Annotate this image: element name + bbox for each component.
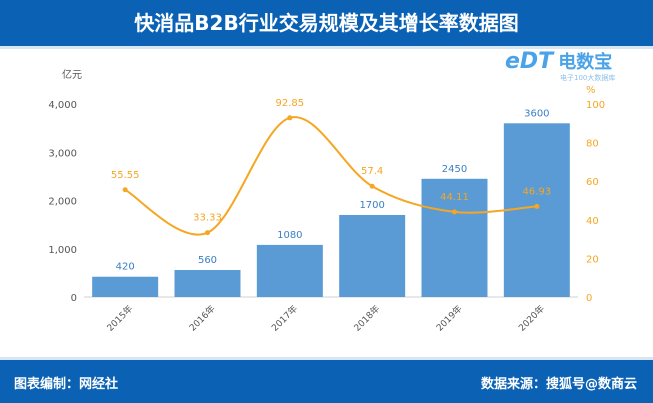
right-axis-unit: % (586, 85, 596, 96)
bar (503, 123, 570, 297)
line-label: 57.4 (361, 166, 383, 177)
line-label: 33.33 (193, 213, 222, 224)
bar-label: 420 (116, 262, 135, 273)
logo-name: 电数宝 (558, 52, 613, 73)
left-tick-label: 4,000 (48, 100, 77, 111)
line-point (287, 115, 293, 121)
chart: 亿元% 0 1,000 2,000 3,000 4,000 0 20 40 60 80 100 420 2… (48, 68, 605, 334)
right-tick-label: 60 (586, 177, 599, 188)
bar-label: 560 (198, 255, 217, 266)
left-tick-label: 2,000 (48, 197, 77, 208)
x-tick-label: 2015年 (104, 303, 135, 334)
x-tick-label: 2017年 (269, 303, 300, 334)
right-tick-label: 0 (586, 293, 592, 304)
bar (92, 276, 159, 297)
bar-label: 1700 (359, 200, 384, 211)
right-tick-label: 20 (586, 254, 599, 265)
logo-sub: 电子100大数据库 (560, 74, 616, 82)
bar (256, 244, 323, 297)
left-tick-label: 1,000 (48, 245, 77, 256)
bar (421, 178, 488, 297)
line-label: 92.85 (276, 98, 305, 109)
left-tick-label: 0 (71, 293, 77, 304)
x-tick-label: 2019年 (434, 303, 465, 334)
logo-mark: eDT (505, 49, 554, 74)
line-label: 44.11 (440, 192, 469, 203)
footer: 图表编制：网经社 数据来源：搜狐号@数商云 (0, 357, 653, 403)
line-point (452, 209, 457, 215)
bar-label: 3600 (524, 108, 549, 119)
right-tick-label: 80 (586, 139, 599, 150)
left-tick-label: 3,000 (48, 148, 77, 159)
line-point (369, 183, 375, 189)
footer-source: 数据来源：搜狐号@数商云 (480, 377, 637, 392)
line-label: 46.93 (523, 186, 552, 197)
bar-label: 1080 (277, 230, 302, 241)
line-point (205, 230, 210, 236)
chart-title: 快消品B2B行业交易规模及其增长率数据图 (0, 0, 653, 49)
x-tick-label: 2016年 (187, 303, 218, 334)
x-tick-label: 2018年 (351, 303, 382, 334)
bar-label: 2450 (442, 164, 467, 175)
right-tick-label: 40 (586, 216, 599, 227)
logo-watermark: eDT 电数宝 电子100大数据库 (505, 51, 615, 82)
bar (174, 269, 241, 297)
line-point (534, 203, 540, 209)
bar (339, 214, 406, 297)
line-point (122, 187, 128, 193)
x-tick-label: 2020年 (516, 303, 547, 334)
left-axis-unit: 亿元 (62, 68, 82, 81)
right-tick-label: 100 (586, 100, 605, 111)
footer-compiled-by: 图表编制：网经社 (14, 377, 119, 392)
line-label: 55.55 (111, 170, 140, 181)
